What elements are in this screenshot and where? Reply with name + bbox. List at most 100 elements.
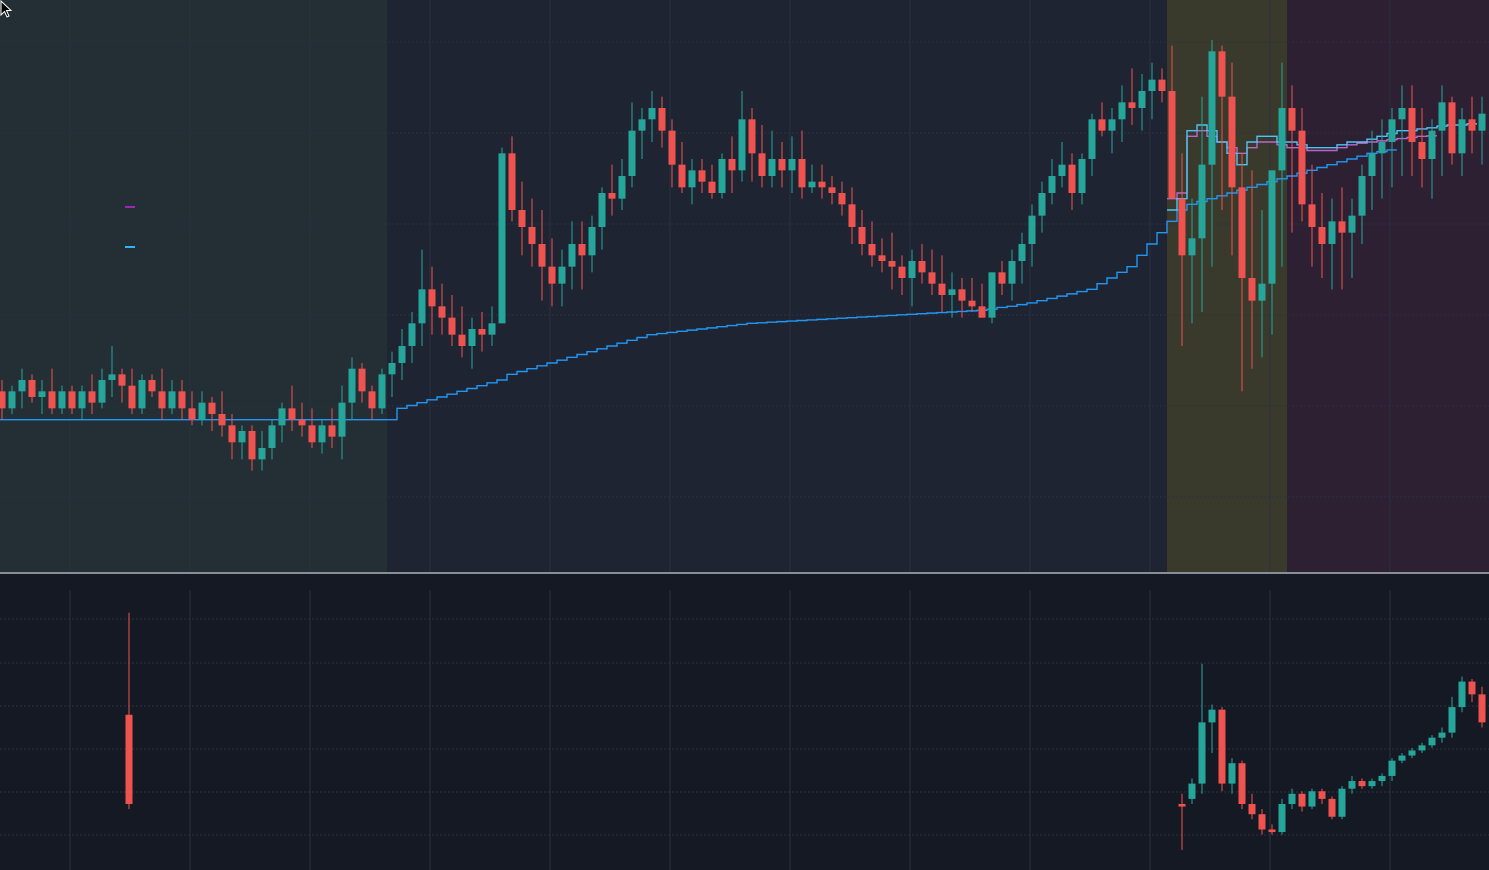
candle-body xyxy=(1358,176,1366,216)
lower-candle xyxy=(1318,788,1326,804)
candle-body xyxy=(68,391,76,409)
candle xyxy=(818,164,826,199)
candle xyxy=(558,249,566,307)
candle-body xyxy=(518,210,526,227)
candle xyxy=(1118,85,1126,142)
candle xyxy=(798,130,806,199)
candle xyxy=(1478,96,1486,165)
lower-candle-body xyxy=(1238,763,1246,804)
lower-candle-body xyxy=(1348,781,1356,789)
candle xyxy=(248,425,256,471)
candle-body xyxy=(168,391,176,409)
candle xyxy=(8,385,16,414)
candle xyxy=(588,215,596,273)
candle-body xyxy=(278,408,286,426)
candle xyxy=(478,312,486,352)
lower-candle-body xyxy=(1268,829,1276,833)
candle xyxy=(338,385,346,460)
lower-candle xyxy=(1228,758,1236,794)
candle-body xyxy=(1168,91,1176,199)
candle-body xyxy=(768,159,776,176)
candle xyxy=(1468,96,1476,154)
candle xyxy=(378,368,386,414)
lower-candle-body xyxy=(1298,793,1306,807)
candle-body xyxy=(1438,102,1446,131)
lower-candle xyxy=(1368,778,1376,789)
candle-body xyxy=(928,272,936,284)
candle xyxy=(148,374,156,397)
candle-body xyxy=(28,380,36,397)
candle-body xyxy=(428,289,436,307)
candle-body xyxy=(848,204,856,227)
candle-body xyxy=(378,374,386,409)
candle xyxy=(648,91,656,142)
candle xyxy=(158,368,166,420)
candle-body xyxy=(558,266,566,284)
lower-candle xyxy=(1418,742,1426,753)
candle-body xyxy=(958,289,966,301)
lower-candle-body xyxy=(1318,791,1326,799)
candle xyxy=(958,278,966,318)
lower-candle-body xyxy=(1338,788,1346,817)
candle-body xyxy=(1318,227,1326,244)
lower-candle xyxy=(1208,704,1216,753)
lower-candle-body xyxy=(1408,750,1416,756)
candle xyxy=(458,306,466,358)
candle-body xyxy=(728,159,736,171)
lower-pane-candles xyxy=(125,612,1486,850)
candle xyxy=(0,380,6,420)
candle xyxy=(698,159,706,193)
candle xyxy=(198,391,206,426)
lower-candle xyxy=(1358,778,1366,789)
candle xyxy=(768,130,776,188)
candle-body xyxy=(318,425,326,443)
candle xyxy=(568,221,576,290)
candle xyxy=(228,414,236,460)
candle-body xyxy=(38,391,46,397)
candle-body xyxy=(908,261,916,278)
lower-candle-body xyxy=(1398,755,1406,761)
candle xyxy=(118,368,126,403)
lower-candle xyxy=(1268,824,1276,835)
candle xyxy=(1268,170,1276,335)
lower-candle-body xyxy=(1188,783,1196,799)
candle xyxy=(1438,85,1446,176)
candle-body xyxy=(808,181,816,188)
candle xyxy=(498,147,506,324)
candle-body xyxy=(498,153,506,324)
lower-candle xyxy=(1308,788,1316,810)
candle xyxy=(138,374,146,414)
candle-body xyxy=(208,402,216,414)
lower-candle-body xyxy=(1468,681,1476,695)
legend xyxy=(125,206,135,248)
candle xyxy=(1428,119,1436,199)
lower-candle xyxy=(1328,796,1336,820)
candle xyxy=(448,295,456,346)
candle xyxy=(628,102,636,188)
candle xyxy=(1298,108,1306,222)
candle xyxy=(858,210,866,256)
candle xyxy=(1318,193,1326,278)
candle-body xyxy=(1238,187,1246,278)
average-line-light xyxy=(1167,123,1477,211)
candle xyxy=(488,306,496,346)
lower-candle-body xyxy=(1358,781,1366,787)
candle-body xyxy=(388,363,396,375)
candle xyxy=(788,136,796,193)
candle xyxy=(348,357,356,420)
candle-body xyxy=(328,425,336,437)
candle-body xyxy=(888,261,896,267)
candle xyxy=(918,244,926,284)
candle-body xyxy=(748,119,756,154)
candle xyxy=(108,346,116,397)
candle-body xyxy=(618,176,626,199)
lower-candle xyxy=(1258,809,1266,835)
lower-candle-body xyxy=(1378,775,1386,782)
candle-body xyxy=(688,170,696,188)
candle xyxy=(988,272,996,324)
candle-body xyxy=(1478,113,1486,131)
candle-body xyxy=(408,323,416,346)
candle-body xyxy=(1408,108,1416,142)
